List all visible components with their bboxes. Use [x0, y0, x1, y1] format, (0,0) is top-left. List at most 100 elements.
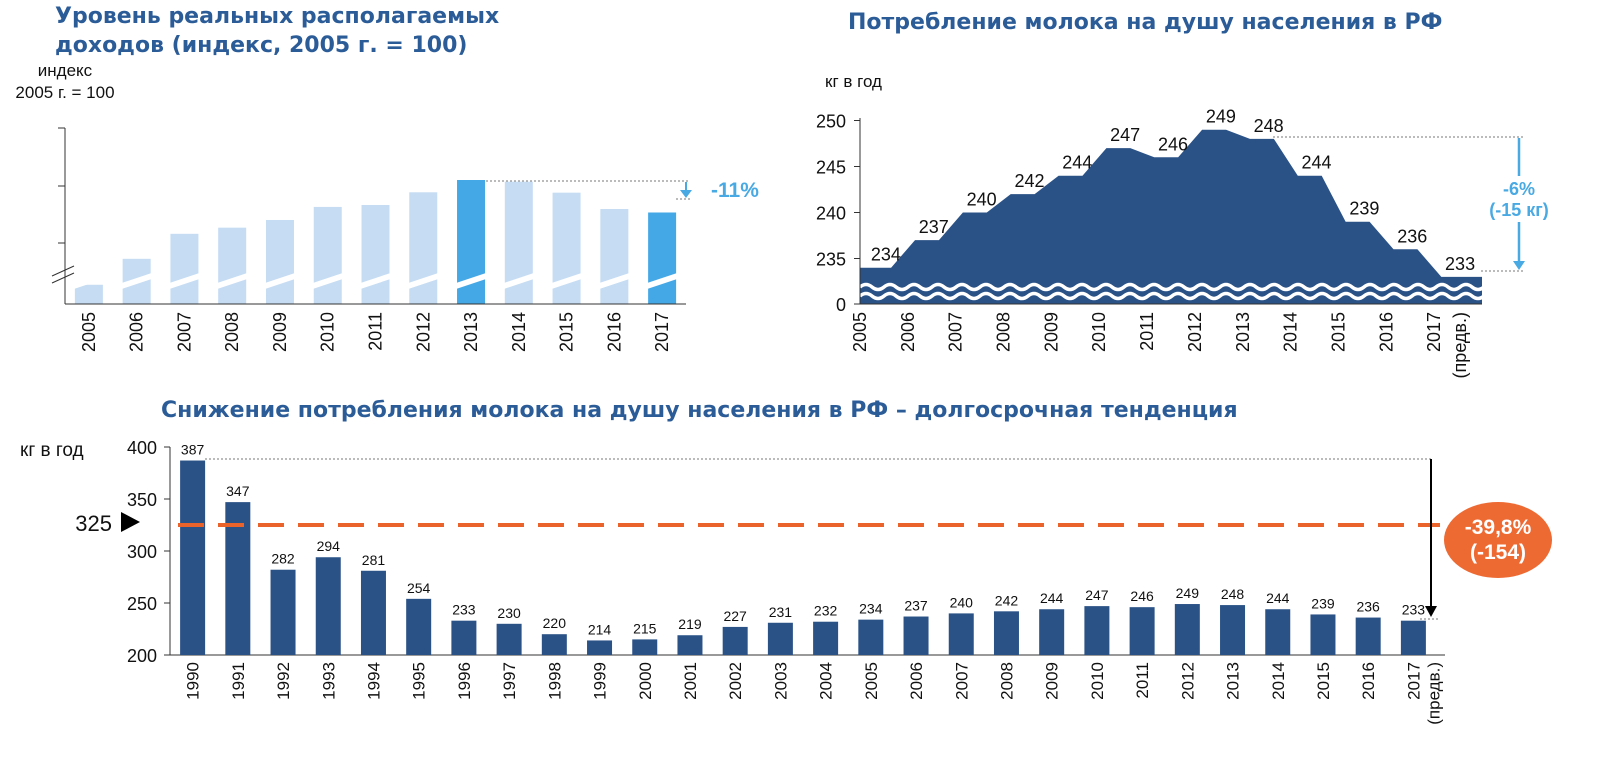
longterm-bar-2009	[1039, 609, 1065, 655]
income-bar-2008	[218, 227, 247, 304]
longterm-data-label-2007: 240	[950, 594, 974, 610]
reference-pointer-icon	[121, 512, 140, 532]
longterm-data-label-1990: 387	[181, 442, 205, 458]
longterm-y-axis-label: кг в год	[20, 440, 84, 461]
milk-x-tick-label: 2016	[1376, 312, 1396, 352]
longterm-change-badge	[1444, 502, 1552, 578]
milk-data-label-2009: 244	[1062, 153, 1092, 173]
longterm-x-tick-label: 1997	[500, 662, 519, 700]
milk-axis-break-wave	[858, 282, 1486, 292]
longterm-bar-1993	[315, 557, 341, 655]
income-change-arrowhead	[680, 190, 692, 198]
milk-y-tick-label: 250	[816, 112, 846, 132]
longterm-bar-2015	[1310, 614, 1336, 655]
longterm-x-tick-label: 2008	[997, 662, 1016, 700]
longterm-data-label-2004: 232	[814, 603, 838, 619]
longterm-bar-1996	[451, 620, 477, 655]
longterm-chart-title: Снижение потребления молока на душу насе…	[161, 398, 1238, 423]
income-x-tick-label: 2006	[127, 312, 147, 352]
milk-x-tick-label: 2005	[850, 312, 870, 352]
longterm-bar-2010	[1084, 606, 1110, 655]
income-x-tick-label: 2015	[557, 312, 577, 352]
longterm-x-tick-label: 1992	[274, 662, 293, 700]
milk-change-pct: -6%	[1503, 179, 1535, 199]
income-y-label-line-1: индекс	[37, 61, 93, 80]
income-y-axis-label: индекс 2005 г. = 100	[0, 60, 130, 104]
milk-data-label-2014: 244	[1302, 153, 1332, 173]
income-x-tick-label: 2008	[222, 312, 242, 352]
income-bar-2005	[74, 284, 103, 304]
income-x-tick-label: 2010	[318, 312, 338, 352]
longterm-y-tick-label: 350	[127, 490, 157, 510]
income-y-label-line-2: 2005 г. = 100	[15, 83, 115, 102]
longterm-bar-1997	[496, 623, 522, 655]
income-bar-break	[647, 273, 678, 289]
income-title-line-2: доходов (индекс, 2005 г. = 100)	[55, 33, 468, 58]
milk-y-axis-label: кг в год	[825, 72, 882, 91]
longterm-x-tick-label: 1998	[545, 662, 564, 700]
milk-y-tick-label: 245	[816, 158, 846, 178]
milk-data-label-2010: 247	[1110, 125, 1140, 145]
income-bar-break	[360, 273, 391, 289]
longterm-data-label-2017: 233	[1402, 602, 1426, 618]
longterm-bar-2011	[1129, 607, 1155, 655]
longterm-bar-2008	[993, 611, 1019, 655]
longterm-bar-1990	[180, 460, 206, 655]
milk-x-tick-label: 2011	[1137, 312, 1157, 351]
milk-x-tick-label: 2017	[1424, 312, 1444, 352]
income-bar-break	[73, 273, 104, 289]
income-x-tick-label: 2009	[270, 312, 290, 352]
income-x-tick-label: 2014	[509, 312, 529, 352]
milk-x-tick-label: 2010	[1089, 312, 1109, 352]
longterm-data-label-1994: 281	[362, 552, 386, 568]
milk-chart-title: Потребление молока на душу населения в Р…	[848, 10, 1443, 35]
longterm-x-tick-label: 2017	[1404, 662, 1423, 700]
longterm-data-label-2016: 236	[1356, 599, 1380, 615]
longterm-bar-1992	[270, 569, 296, 655]
milk-axis-break-wave	[858, 291, 1486, 301]
longterm-bar-2005	[858, 619, 884, 655]
longterm-bar-1995	[406, 598, 432, 655]
milk-data-label-2017: 233	[1445, 254, 1475, 274]
longterm-data-label-2014: 244	[1266, 590, 1290, 606]
longterm-x-tick-label: 2015	[1314, 662, 1333, 700]
income-bar-2016	[600, 209, 629, 304]
longterm-change-kg: (-154)	[1470, 541, 1526, 564]
income-x-tick-label: 2017	[652, 312, 672, 352]
longterm-bar-2017	[1400, 620, 1426, 655]
longterm-x-tick-label: 2000	[636, 662, 655, 700]
income-title-line-1: Уровень реальных располагаемых	[55, 4, 500, 29]
milk-change-kg: (-15 кг)	[1489, 200, 1549, 220]
longterm-x-tick-label: 1994	[364, 662, 383, 700]
longterm-bar-2003	[767, 622, 793, 655]
longterm-bar-1998	[541, 634, 567, 655]
milk-x-tick-label: 2006	[898, 312, 918, 352]
milk-change-arrowhead	[1513, 261, 1525, 270]
longterm-bar-2002	[722, 626, 748, 655]
income-x-tick-label: 2016	[604, 312, 624, 352]
longterm-x-tick-label: 2012	[1178, 662, 1197, 700]
income-x-tick-label: 2011	[366, 312, 386, 351]
longterm-y-tick-label: 400	[127, 438, 157, 458]
longterm-data-label-1998: 220	[543, 615, 567, 631]
income-bar-break	[599, 273, 630, 289]
longterm-data-label-2009: 244	[1040, 590, 1064, 606]
milk-y-tick-label: 0	[836, 295, 846, 315]
milk-x-tick-label: 2015	[1328, 312, 1348, 352]
longterm-data-label-2001: 219	[678, 616, 702, 632]
longterm-x-tick-label: 2002	[726, 662, 745, 700]
longterm-data-label-1995: 254	[407, 580, 431, 596]
longterm-data-label-2003: 231	[769, 604, 793, 620]
milk-x-tick-label: 2009	[1041, 312, 1061, 352]
longterm-x-tick-label: 2009	[1043, 662, 1062, 700]
income-x-tick-label: 2005	[79, 312, 99, 352]
milk-data-label-2015: 239	[1349, 199, 1379, 219]
longterm-data-label-1991: 347	[226, 483, 250, 499]
longterm-x-tick-label: 2011	[1133, 662, 1152, 699]
income-bar-2007	[170, 233, 199, 304]
milk-chart: 0 235 240 245 250 234 2005 237 2006 240 2007 242 20…	[816, 107, 1549, 379]
longterm-x-tick-label: 2005	[862, 662, 881, 700]
longterm-data-label-1999: 214	[588, 621, 612, 637]
income-change-label: -11%	[711, 179, 759, 202]
longterm-bar-1991	[225, 502, 251, 655]
